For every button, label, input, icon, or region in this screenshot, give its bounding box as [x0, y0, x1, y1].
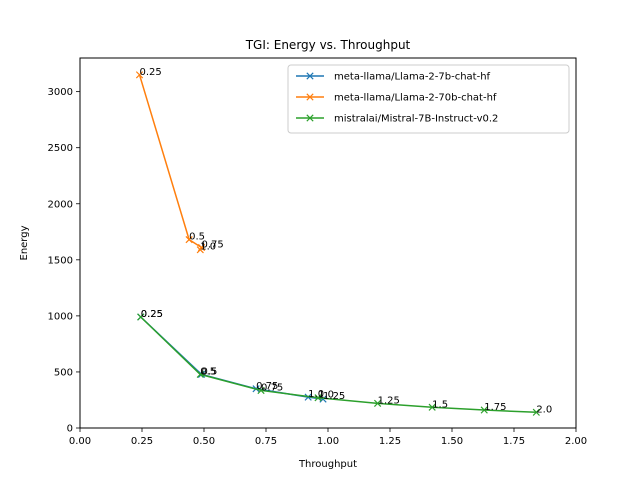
- y-axis: 0 500 1000 1500 2000 2500 3000: [48, 87, 80, 435]
- x-tick-label: 0.50: [193, 436, 215, 447]
- data-point-label: 1.75: [484, 402, 506, 413]
- data-point-marker: [135, 71, 144, 79]
- data-point-label: 0.25: [141, 309, 163, 320]
- legend-entry-label: meta-llama/Llama-2-7b-chat-hf: [334, 72, 491, 83]
- data-point-label: 0.25: [140, 67, 162, 78]
- data-point-label: 1.25: [323, 391, 345, 402]
- data-point-label: 0.5: [200, 366, 216, 377]
- series-line: [140, 316, 537, 414]
- data-point-marker: [314, 394, 322, 402]
- x-axis-label: Throughput: [298, 459, 357, 470]
- series-line: [138, 74, 203, 251]
- data-point-marker: [532, 408, 540, 416]
- data-point-marker: [428, 403, 436, 411]
- y-tick-label: 2500: [48, 143, 73, 154]
- legend-box: [287, 64, 570, 134]
- data-point-label: 1.5: [432, 399, 448, 410]
- data-point-label: 0.75: [261, 382, 283, 393]
- data-point-marker: [480, 406, 488, 414]
- x-tick-label: 0.75: [255, 436, 277, 447]
- data-point-marker: [196, 246, 204, 254]
- y-tick-label: 1000: [48, 311, 73, 322]
- data-point-label: 0.5: [202, 366, 218, 377]
- x-tick-label: 0.25: [131, 436, 153, 447]
- y-tick-label: 0: [67, 424, 73, 435]
- x-tick-label: 1.50: [441, 436, 463, 447]
- plot-area: 0.250.50.751.01.250.250.50.751.00.250.50…: [135, 67, 552, 416]
- legend-swatch-marker: [306, 114, 314, 122]
- chart-title: TGI: Energy vs. Throughput: [245, 38, 411, 52]
- x-axis: 0.00 0.25 0.50 0.75 1.00 1.25 1.50 1.75 2.00: [69, 428, 587, 447]
- y-tick-label: 1500: [48, 255, 73, 266]
- data-point-label: 1.0: [200, 242, 216, 253]
- legend: meta-llama/Llama-2-7b-chat-hf meta-llama/…: [287, 64, 570, 134]
- y-tick-label: 500: [54, 367, 73, 378]
- legend-entry-label: meta-llama/Llama-2-70b-chat-hf: [334, 93, 497, 104]
- data-point-marker: [196, 370, 204, 379]
- data-point-label: 0.25: [141, 309, 163, 320]
- data-point-label: 1.0: [308, 389, 324, 400]
- y-tick-label: 2000: [48, 199, 73, 210]
- data-point-marker: [137, 313, 145, 321]
- data-point-label: 0.75: [202, 239, 224, 250]
- data-point-label: 1.0: [318, 390, 334, 401]
- x-tick-label: 1.00: [317, 436, 339, 447]
- data-point-marker: [373, 399, 382, 407]
- y-axis-label: Energy: [19, 225, 30, 260]
- x-tick-label: 0.00: [69, 436, 91, 447]
- x-tick-label: 1.25: [379, 436, 401, 447]
- data-point-label: 1.25: [378, 395, 400, 406]
- legend-swatch-marker: [306, 93, 314, 101]
- data-point-label: 0.5: [189, 232, 205, 243]
- data-point-label: 0.75: [256, 381, 278, 392]
- y-tick-label: 3000: [48, 87, 73, 98]
- x-tick-label: 2.00: [565, 436, 587, 447]
- x-tick-label: 1.75: [503, 436, 525, 447]
- legend-swatch-marker: [306, 72, 314, 80]
- data-point-label: 2.0: [536, 404, 552, 415]
- series-line: [140, 316, 324, 400]
- data-point-marker: [185, 236, 193, 244]
- legend-entry-label: mistralai/Mistral-7B-Instruct-v0.2: [334, 114, 498, 125]
- data-point-marker: [257, 386, 265, 395]
